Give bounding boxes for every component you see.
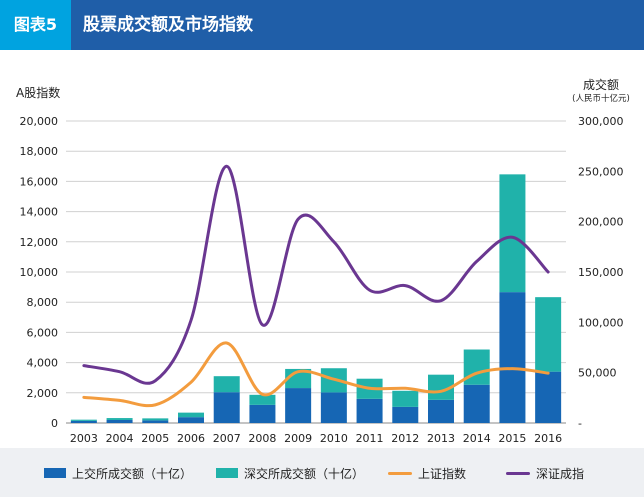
x-tick-label: 2016 <box>534 432 562 445</box>
figure-label: 图表5 <box>0 0 71 50</box>
line-sz-index <box>82 164 550 385</box>
bar-sh-turnover <box>213 392 240 423</box>
bar-sh-turnover <box>285 388 312 423</box>
bar-sh-turnover <box>356 398 383 423</box>
right-tick-label: 200,000 <box>578 216 624 229</box>
right-axis-title: 成交额 <box>582 78 619 92</box>
legend-item-sh-turnover: 上交所成交额（十亿） <box>44 464 192 482</box>
legend-item-sz-turnover: 深交所成交额（十亿） <box>216 464 364 482</box>
bar-sh-turnover <box>535 371 562 423</box>
left-axis-title: A股指数 <box>16 86 61 100</box>
x-tick-label: 2004 <box>106 432 134 445</box>
x-tick-label: 2005 <box>141 432 169 445</box>
x-tick-label: 2009 <box>284 432 312 445</box>
bar-sh-turnover <box>320 392 347 423</box>
ticks-group: 0 2,000 4,000 6,000 8,000 10,000 12,000 14,000 1… <box>20 115 624 445</box>
left-tick-label: 8,000 <box>27 296 59 309</box>
x-tick-label: 2007 <box>213 432 241 445</box>
lines-group <box>82 164 550 408</box>
legend-item-sz-index: 深证成指 <box>506 464 584 482</box>
x-tick-label: 2008 <box>248 432 276 445</box>
x-tick-label: 2015 <box>498 432 526 445</box>
bar-sz-turnover <box>499 174 526 293</box>
x-tick-label: 2014 <box>463 432 491 445</box>
left-tick-label: 16,000 <box>20 175 59 188</box>
x-tick-label: 2011 <box>356 432 384 445</box>
bar-sh-turnover <box>463 384 490 423</box>
bar-sh-turnover <box>106 419 133 423</box>
bars-group <box>70 174 562 423</box>
legend-swatch-sz-index <box>506 471 530 475</box>
legend-label-sz-turnover: 深交所成交额（十亿） <box>244 466 365 481</box>
legend-label-sz-index: 深证成指 <box>536 466 585 481</box>
bar-sh-turnover <box>142 420 169 423</box>
legend-label-sh-turnover: 上交所成交额（十亿） <box>72 466 193 481</box>
legend-item-sh-index: 上证指数 <box>388 464 466 482</box>
bar-sz-turnover <box>463 349 490 385</box>
x-tick-label: 2003 <box>70 432 98 445</box>
left-tick-label: 6,000 <box>27 326 59 339</box>
left-tick-label: 14,000 <box>20 206 59 219</box>
bar-sh-turnover <box>249 404 276 423</box>
right-tick-label: - <box>578 417 582 430</box>
bar-sz-turnover <box>178 412 204 418</box>
x-tick-label: 2006 <box>177 432 205 445</box>
right-tick-label: 300,000 <box>578 115 624 128</box>
bar-sh-turnover <box>70 420 97 423</box>
bar-sz-turnover <box>535 297 562 372</box>
bar-sz-turnover <box>249 394 276 405</box>
figure-header: 图表5 股票成交额及市场指数 <box>0 0 644 50</box>
left-tick-label: 10,000 <box>20 266 59 279</box>
right-tick-label: 100,000 <box>578 316 624 329</box>
bar-sz-turnover <box>106 418 133 420</box>
legend: 上交所成交额（十亿） 深交所成交额（十亿） 上证指数 深证成指 <box>0 448 644 497</box>
bar-sz-turnover <box>142 418 169 421</box>
gridlines <box>66 120 566 424</box>
bar-sz-turnover <box>213 376 240 393</box>
right-tick-label: 50,000 <box>578 367 617 380</box>
legend-label-sh-index: 上证指数 <box>418 466 467 481</box>
legend-swatch-sh-turnover <box>44 468 66 478</box>
bar-sh-turnover <box>428 399 454 423</box>
left-tick-label: 18,000 <box>20 145 59 158</box>
x-tick-label: 2010 <box>320 432 348 445</box>
left-tick-label: 20,000 <box>20 115 59 128</box>
legend-swatch-sz-turnover <box>216 468 238 478</box>
left-tick-label: 12,000 <box>20 236 59 249</box>
chart-title: 股票成交额及市场指数 <box>83 15 253 35</box>
left-tick-label: 0 <box>51 417 58 430</box>
bar-sz-turnover <box>70 419 97 421</box>
line-sh-index <box>82 341 550 408</box>
right-tick-label: 150,000 <box>578 266 624 279</box>
x-tick-label: 2013 <box>427 432 455 445</box>
bar-sz-turnover <box>392 390 419 407</box>
x-tick-label: 2012 <box>391 432 419 445</box>
bar-sh-turnover <box>392 406 419 423</box>
legend-swatch-sh-index <box>388 471 412 475</box>
bar-sh-turnover <box>178 417 204 423</box>
left-tick-label: 4,000 <box>27 357 59 370</box>
left-tick-label: 2,000 <box>27 387 59 400</box>
bar-sh-turnover <box>499 292 526 423</box>
right-axis-unit: (人民币十亿元) <box>572 94 630 104</box>
right-tick-label: 250,000 <box>578 165 624 178</box>
